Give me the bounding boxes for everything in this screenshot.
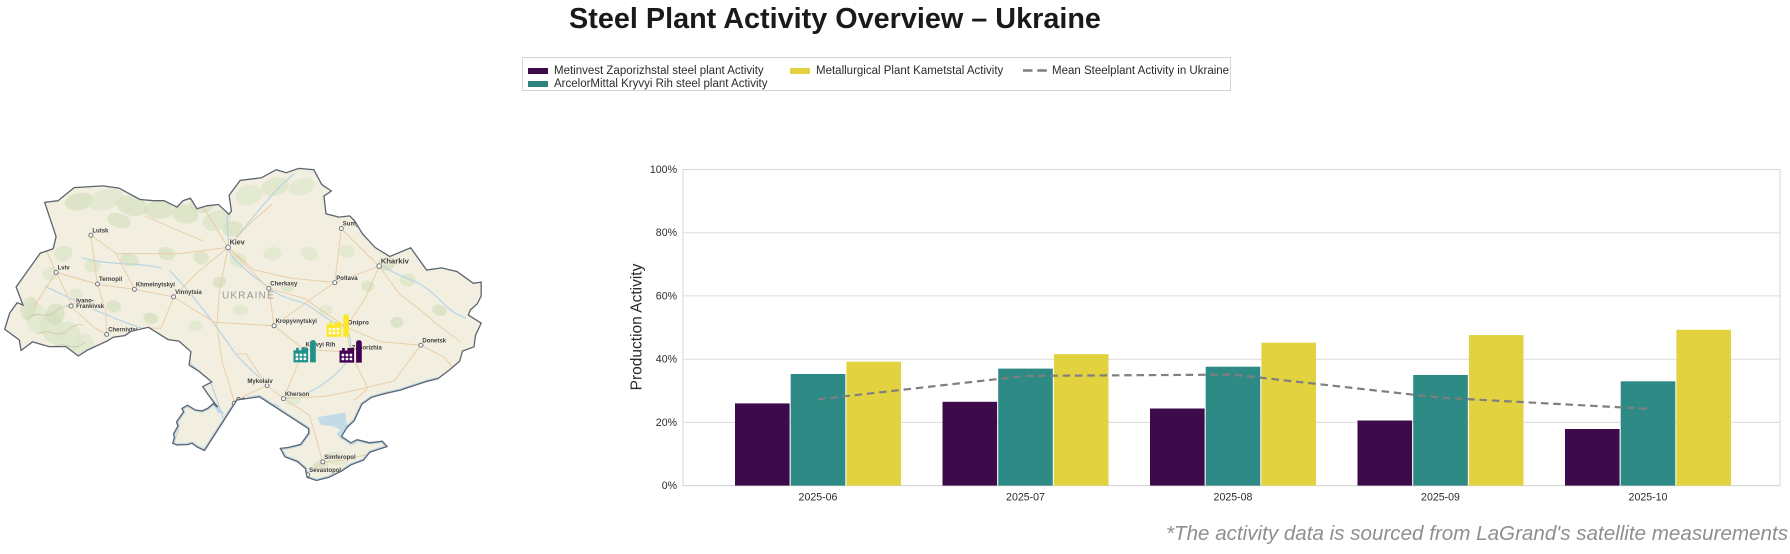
svg-text:100%: 100% [650,164,678,176]
svg-text:2025-08: 2025-08 [1214,492,1253,504]
svg-text:40%: 40% [656,354,678,366]
svg-text:2025-10: 2025-10 [1629,492,1668,504]
svg-text:Cherkasy: Cherkasy [270,282,298,288]
svg-text:Kherson: Kherson [285,392,310,398]
svg-text:Production Activity: Production Activity [629,263,646,390]
svg-text:Donetsk: Donetsk [422,338,446,344]
svg-text:Lutsk: Lutsk [92,228,109,234]
svg-text:Zaporizhia: Zaporizhia [352,345,383,351]
svg-text:20%: 20% [656,417,678,429]
svg-text:Lviv: Lviv [58,266,71,272]
svg-text:Khmelnytskyi: Khmelnytskyi [136,283,175,289]
svg-text:Poltava: Poltava [336,276,358,282]
svg-text:Mykolaiv: Mykolaiv [247,379,273,385]
svg-text:2025-09: 2025-09 [1421,492,1460,504]
svg-text:2025-07: 2025-07 [1006,492,1045,504]
svg-text:Kharkiv: Kharkiv [381,256,410,265]
svg-text:Sumy: Sumy [343,222,360,228]
svg-text:Sevastopol: Sevastopol [309,468,341,474]
svg-text:Simferopol: Simferopol [324,455,356,461]
svg-text:UKRAINE: UKRAINE [222,291,275,302]
svg-text:0%: 0% [662,480,678,492]
svg-text:Kryvyi Rih: Kryvyi Rih [306,343,336,349]
svg-text:Ternopil: Ternopil [99,277,123,283]
svg-text:Dnipro: Dnipro [348,320,369,327]
svg-text:Ivano-: Ivano- [76,298,94,304]
svg-text:2025-06: 2025-06 [799,492,838,504]
svg-text:60%: 60% [656,290,678,302]
svg-text:Frankivsk: Frankivsk [76,304,105,310]
svg-text:Vinnytsia: Vinnytsia [175,290,202,296]
svg-text:Kropyvnytskyi: Kropyvnytskyi [276,319,318,325]
svg-text:80%: 80% [656,227,678,239]
svg-text:Kiev: Kiev [230,238,245,247]
svg-text:Chernivtsi: Chernivtsi [108,328,138,334]
